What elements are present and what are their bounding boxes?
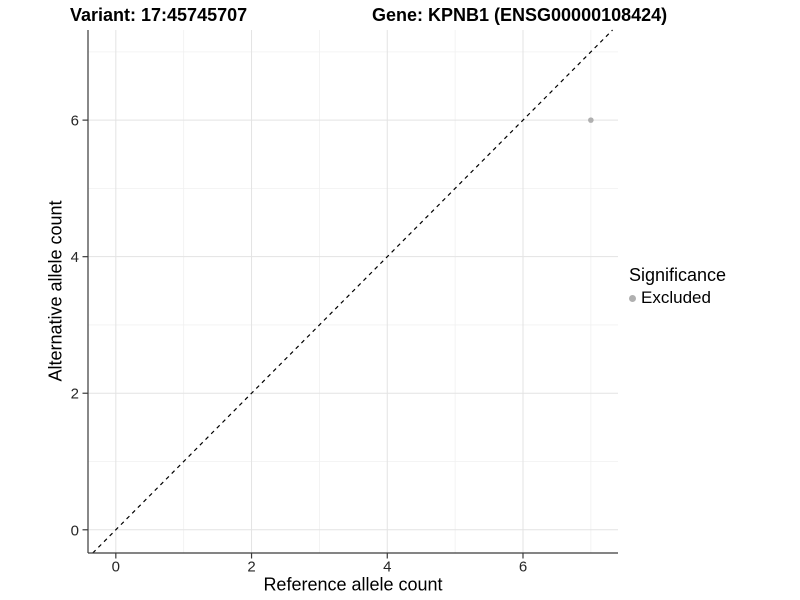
major-gridlines [88, 30, 618, 553]
variant-title: Variant: 17:45745707 [70, 5, 248, 25]
y-tick-label: 6 [71, 113, 79, 130]
tick-marks [82, 119, 524, 559]
tick-labels: 0 2 4 6 0 2 4 6 [71, 113, 528, 576]
x-tick-label: 4 [383, 559, 391, 576]
legend: Significance Excluded [629, 265, 726, 308]
y-axis-label: Alternative allele count [45, 200, 66, 382]
axis-lines [87, 30, 618, 554]
data-point [588, 117, 594, 123]
data-points [588, 117, 594, 123]
y-tick-label: 0 [71, 522, 79, 539]
legend-item-label: Excluded [641, 288, 711, 307]
x-axis-label: Reference allele count [263, 574, 443, 595]
x-tick-label: 2 [247, 559, 255, 576]
minor-gridlines [88, 30, 618, 553]
y-tick-label: 2 [71, 386, 79, 403]
identity-line [92, 29, 613, 554]
y-tick-label: 4 [71, 249, 79, 266]
legend-point-icon [629, 294, 636, 302]
legend-title: Significance [629, 265, 727, 285]
x-tick-label: 0 [112, 559, 120, 576]
gene-title: Gene: KPNB1 (ENSG00000108424) [372, 5, 668, 25]
x-tick-label: 6 [519, 559, 527, 576]
legend-item-excluded: Excluded [629, 288, 726, 308]
